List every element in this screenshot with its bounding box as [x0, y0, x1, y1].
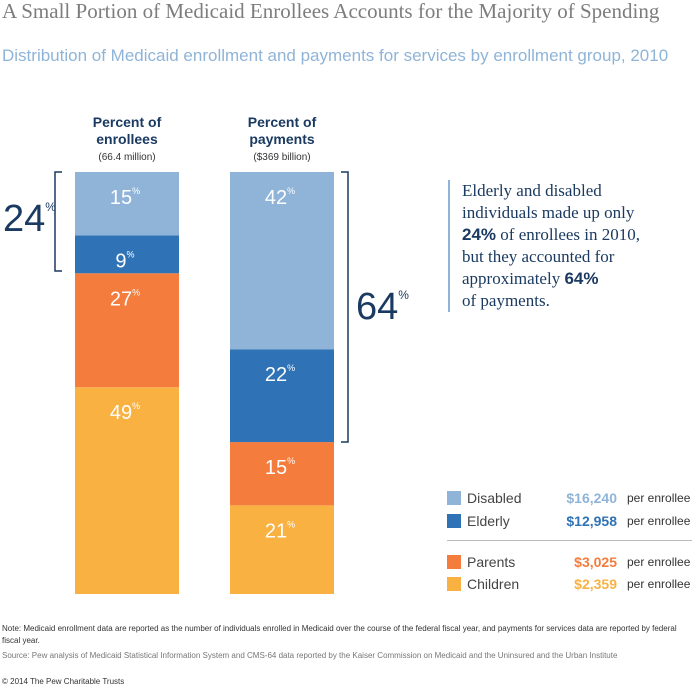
payments-bracket-label: 64%: [356, 286, 409, 328]
chart-title: A Small Portion of Medicaid Enrollees Ac…: [2, 0, 660, 23]
enrollees-bracket-label: 24%: [3, 198, 56, 240]
legend-value: $16,240: [566, 490, 617, 506]
chart-subtitle: Distribution of Medicaid enrollment and …: [2, 46, 669, 65]
bar-segment-parents-payments: [230, 442, 334, 506]
bar-segment-disabled-payments: [230, 172, 334, 350]
legend-unit: per enrollee: [627, 555, 691, 569]
legend-item-children: Children $2,359 per enrollee: [447, 574, 690, 594]
bar-segment-elderly-payments: [230, 349, 334, 443]
legend-unit: per enrollee: [627, 577, 691, 591]
legend-value: $2,359: [574, 576, 617, 592]
legend-swatch-parents: [447, 555, 461, 569]
legend-value: $3,025: [574, 554, 617, 570]
bar-segment-parents-enrollees: [75, 273, 179, 388]
payments-bracket: [341, 171, 349, 443]
callout-text: Elderly and disabled individuals made up…: [448, 180, 697, 312]
legend-value: $12,958: [566, 513, 617, 529]
payments-column-header: Percent of payments: [247, 114, 317, 147]
bar-segment-children-enrollees: [75, 387, 179, 594]
enrollees-column-subtitle: (66.4 million): [98, 152, 156, 163]
legend-item-parents: Parents $3,025 per enrollee: [447, 552, 690, 572]
legend-name: Elderly: [467, 513, 510, 529]
enrollees-bracket: [54, 171, 62, 272]
footnote: Note: Medicaid enrollment data are repor…: [2, 624, 677, 645]
legend-unit: per enrollee: [627, 491, 691, 505]
legend-name: Parents: [467, 554, 516, 570]
legend-name: Children: [467, 576, 520, 592]
bar-segment-children-payments: [230, 505, 334, 594]
bar-segment-disabled-enrollees: [75, 172, 179, 236]
legend-item-disabled: Disabled $16,240 per enrollee: [447, 488, 690, 508]
legend-divider: [447, 540, 692, 541]
legend-swatch-children: [447, 577, 461, 591]
payments-column-subtitle: ($369 billion): [253, 152, 311, 163]
legend-unit: per enrollee: [627, 514, 691, 528]
copyright: © 2014 The Pew Charitable Trusts: [2, 677, 125, 686]
source-note: Source: Pew analysis of Medicaid Statist…: [2, 651, 618, 660]
legend-swatch-elderly: [447, 514, 461, 528]
legend-item-elderly: Elderly $12,958 per enrollee: [447, 511, 690, 531]
legend-name: Disabled: [467, 490, 522, 506]
legend-swatch-disabled: [447, 491, 461, 505]
bar-segment-elderly-enrollees: [75, 235, 179, 274]
enrollees-column-header: Percent of enrollees: [92, 114, 162, 147]
